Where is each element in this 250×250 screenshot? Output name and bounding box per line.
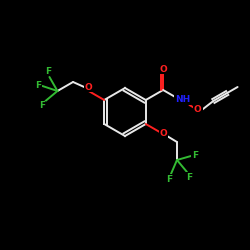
Text: NH: NH	[175, 96, 190, 104]
Text: O: O	[85, 82, 92, 92]
Text: O: O	[194, 104, 202, 114]
Text: F: F	[192, 152, 198, 160]
Text: O: O	[159, 64, 167, 74]
Text: F: F	[36, 80, 42, 90]
Text: F: F	[40, 102, 46, 110]
Text: O: O	[160, 128, 167, 138]
Text: F: F	[46, 66, 52, 76]
Text: F: F	[186, 172, 192, 182]
Text: F: F	[166, 174, 172, 184]
